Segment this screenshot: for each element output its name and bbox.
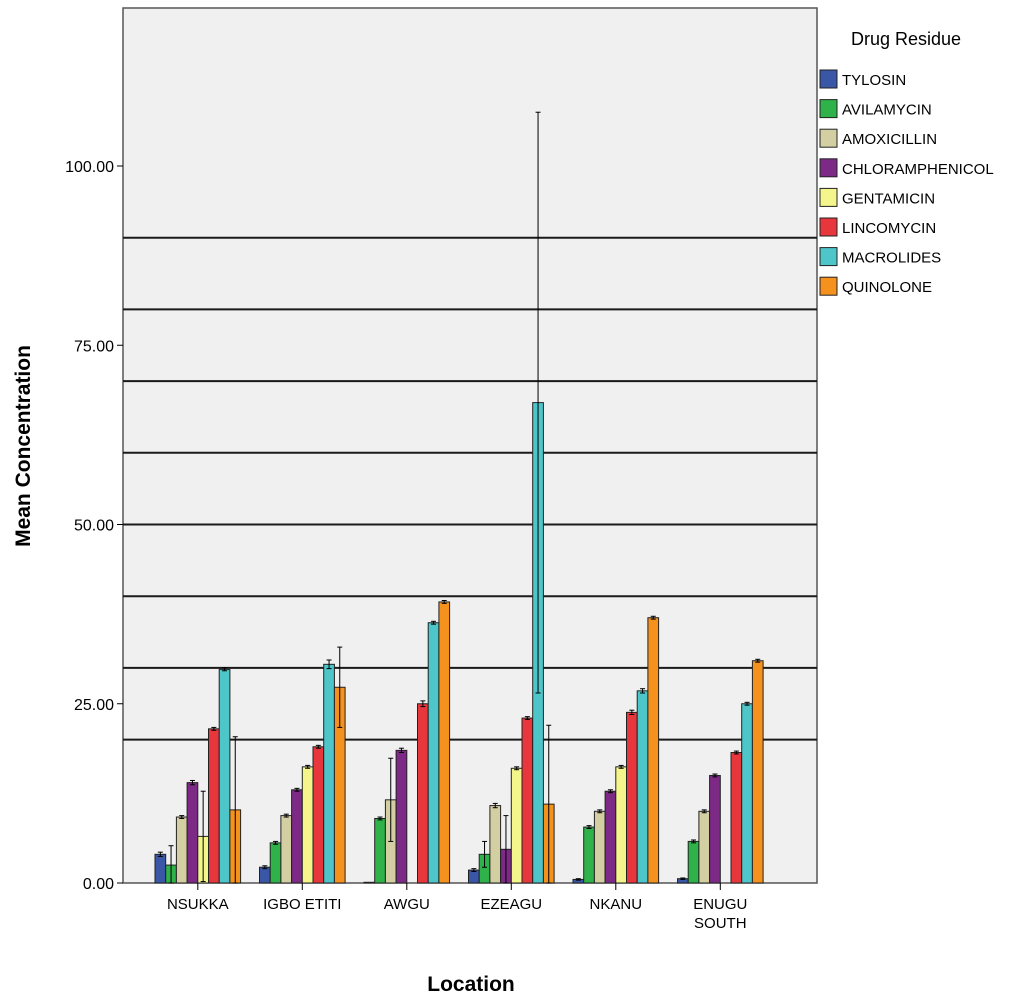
bar-macrolides-2 [427,622,440,884]
legend-swatch-chloramphenicol [819,158,838,178]
x-axis: NSUKKA IGBO ETITI AWGU EZEAGU NKANU ENUGU SOUT… [167,883,747,932]
bar-lincomycin-2 [417,703,429,884]
legend-label-amoxicillin: AMOXICILLIN [842,131,937,148]
y-tick-label: 50.00 [74,518,114,535]
bar-lincomycin-1 [312,746,325,884]
bar-tylosin-1 [259,866,271,884]
bar-macrolides-0 [218,668,231,884]
bar-quinolone-5 [751,660,764,884]
bar-gentamicin-1 [301,766,314,884]
x-tick-label: AWGU [384,896,430,913]
bar-amoxicillin-4 [593,810,606,884]
legend: Drug Residue TYLOSIN AVILAMYCIN AMOXICILLI… [819,29,994,296]
bar-lincomycin-4 [626,711,638,884]
bar-lincomycin-0 [208,728,220,884]
bar-tylosin-3 [468,869,480,884]
bar-quinolone-4 [647,617,660,884]
bar-tylosin-2 [363,881,376,884]
legend-swatch-avilamycin [819,99,838,119]
x-tick-label: SOUTH [694,915,747,932]
x-tick-label: EZEAGU [480,896,542,913]
bar-gentamicin-4 [615,766,627,884]
x-tick-label: NSUKKA [167,896,229,913]
bar-chloramphenicol-4 [604,790,617,884]
y-tick-label: 100.00 [65,159,114,176]
legend-swatch-gentamicin [819,187,838,207]
legend-swatch-macrolides [819,247,838,267]
bar-macrolides-1 [323,663,335,884]
bar-gentamicin-3 [510,767,523,884]
y-tick-label: 25.00 [74,697,114,714]
y-axis: 0.00 25.00 50.00 75.00 100.00 [65,159,123,893]
bar-avilamycin-5 [687,840,700,884]
bar-amoxicillin-1 [280,815,293,884]
error-bars [157,111,761,884]
plot-area [122,7,818,884]
y-axis-title: Mean Concentration [12,345,35,547]
bar-quinolone-2 [438,601,451,884]
legend-label-avilamycin: AVILAMYCIN [842,102,932,119]
reference-lines [123,236,817,741]
legend-label-tylosin: TYLOSIN [842,72,906,89]
legend-label-macrolides: MACROLIDES [842,250,941,267]
bar-amoxicillin-5 [698,810,711,884]
bar-tylosin-0 [154,853,167,884]
legend-label-lincomycin: LINCOMYCIN [842,220,936,237]
bar-lincomycin-3 [521,717,534,884]
bar-macrolides-5 [741,703,753,884]
bar-chloramphenicol-0 [186,782,199,884]
bar-amoxicillin-0 [175,816,188,884]
x-tick-label: NKANU [590,896,643,913]
legend-swatch-tylosin [819,69,838,89]
legend-label-chloramphenicol: CHLORAMPHENICOL [842,161,994,178]
legend-label-quinolone: QUINOLONE [842,279,932,296]
x-tick-label: ENUGU [693,896,747,913]
bar-macrolides-4 [636,690,649,884]
legend-swatch-lincomycin [819,217,838,237]
legend-swatch-amoxicillin [819,128,838,148]
legend-title: Drug Residue [851,29,961,49]
legend-swatch-quinolone [819,276,838,296]
y-tick-label: 0.00 [83,876,114,893]
y-tick-label: 75.00 [74,338,114,355]
bar-chloramphenicol-2 [395,749,408,884]
legend-label-gentamicin: GENTAMICIN [842,190,935,207]
bar-chloramphenicol-5 [709,774,721,884]
bar-avilamycin-1 [269,842,282,884]
x-axis-title: Location [427,973,515,996]
bar-avilamycin-2 [374,817,386,884]
bar-lincomycin-5 [730,752,743,884]
bar-amoxicillin-3 [489,805,502,884]
x-tick-label: IGBO ETITI [263,896,341,913]
bar-avilamycin-4 [583,826,595,884]
bar-chloramphenicol-1 [291,789,303,884]
